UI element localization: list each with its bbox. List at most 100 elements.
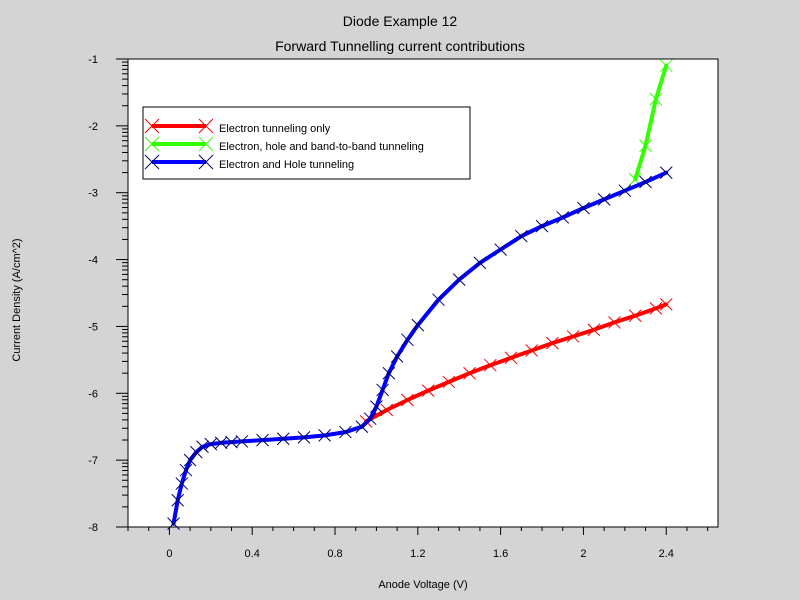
data-point [363, 412, 377, 426]
data-point-stroke [297, 431, 311, 444]
data-point [401, 393, 414, 407]
series-1 [628, 59, 673, 186]
data-point [535, 219, 549, 233]
data-point-stroke [525, 344, 539, 357]
data-point-stroke [566, 330, 580, 343]
y-tick-label: -7 [88, 455, 98, 467]
data-point-stroke [618, 184, 632, 198]
data-point-stroke [179, 463, 193, 477]
series-line [364, 302, 669, 424]
data-point [473, 256, 487, 270]
data-point [390, 350, 404, 363]
data-point [171, 493, 185, 507]
data-point [649, 92, 663, 106]
data-point [659, 166, 673, 180]
y-tick-label: -4 [88, 255, 98, 267]
data-point [189, 445, 203, 459]
y-tick-label: -3 [88, 188, 98, 200]
data-point-stroke [175, 477, 189, 490]
data-point [225, 435, 238, 449]
data-point [339, 425, 352, 439]
data-point [639, 139, 652, 153]
data-point [504, 351, 518, 365]
data-point-stroke [483, 358, 497, 372]
data-point [452, 273, 466, 286]
y-tick-label: -2 [88, 121, 98, 133]
data-point-stroke [546, 336, 559, 350]
data-point-stroke [401, 393, 414, 407]
data-point [411, 318, 425, 332]
data-point-stroke [225, 435, 238, 449]
data-point [442, 375, 456, 389]
x-tick-label: 2 [580, 548, 586, 560]
data-point [432, 293, 445, 307]
data-point-stroke [535, 219, 549, 233]
legend-swatch-marker [144, 136, 160, 152]
data-point-stroke [504, 351, 518, 365]
data-point [577, 201, 590, 215]
data-point [597, 193, 611, 206]
data-point-stroke [639, 139, 652, 153]
x-tick-label: 0.8 [327, 548, 342, 560]
data-point-stroke [463, 366, 476, 380]
data-point-stroke [421, 384, 435, 397]
data-point [318, 429, 332, 442]
data-point-stroke [649, 302, 663, 315]
chart-title: Diode Example 12 [343, 13, 458, 29]
x-tick-label: 1.6 [493, 548, 508, 560]
data-point-stroke [587, 323, 601, 337]
data-point-stroke [639, 175, 652, 189]
data-point-stroke [628, 309, 642, 323]
data-point [463, 366, 476, 380]
chart-subtitle: Forward Tunnelling current contributions [275, 38, 525, 54]
y-tick-label: -6 [88, 388, 98, 400]
data-point-stroke [659, 166, 673, 180]
data-point [276, 432, 290, 446]
legend-label-electron-hole: Electron and Hole tunneling [219, 159, 354, 171]
data-point [514, 229, 528, 243]
data-point [256, 433, 269, 447]
x-tick-label: 0 [166, 548, 172, 560]
data-point [628, 309, 642, 323]
data-point [659, 298, 673, 311]
data-point-stroke [597, 193, 611, 206]
data-point-stroke [514, 229, 528, 243]
axes: 0 0.4 0.8 1.2 1.6 2 2.4 -1 -2 -3 -4 -5 -6 -7 -8 [88, 54, 709, 560]
series-line [633, 63, 669, 182]
data-point-stroke [339, 425, 352, 439]
data-point [235, 435, 249, 448]
y-axis-label: Current Density (A/cm^2) [11, 238, 23, 361]
data-point-stroke [411, 318, 425, 332]
data-point-stroke [390, 350, 404, 363]
data-point-stroke [577, 201, 590, 215]
data-point-stroke [214, 436, 228, 450]
data-point-stroke [401, 333, 414, 347]
data-point-stroke [473, 256, 487, 270]
data-point-stroke [256, 433, 269, 447]
data-point-stroke [628, 172, 642, 186]
data-point [608, 316, 621, 329]
data-point [179, 463, 193, 477]
data-point [297, 431, 311, 444]
data-point-stroke [183, 453, 197, 467]
legend-label-band-to-band: Electron, hole and band-to-band tunnelin… [219, 141, 424, 153]
data-point-stroke [442, 375, 456, 389]
data-point [421, 384, 435, 397]
data-point-stroke [432, 293, 445, 307]
x-tick-label: 2.4 [659, 548, 674, 560]
legend-swatch-marker [198, 154, 214, 170]
data-point [204, 437, 218, 451]
y-tick-label: -1 [88, 54, 98, 66]
data-point-stroke [370, 400, 383, 414]
data-point [659, 59, 673, 73]
legend-swatch-marker [198, 136, 214, 152]
data-point [618, 184, 632, 198]
x-tick-label: 0.4 [245, 548, 260, 560]
data-point [214, 436, 228, 450]
data-point [566, 330, 580, 343]
data-point-stroke [376, 383, 389, 397]
data-point-stroke [167, 517, 180, 531]
legend-label-electron-only: Electron tunneling only [219, 123, 331, 135]
data-point [587, 323, 601, 337]
